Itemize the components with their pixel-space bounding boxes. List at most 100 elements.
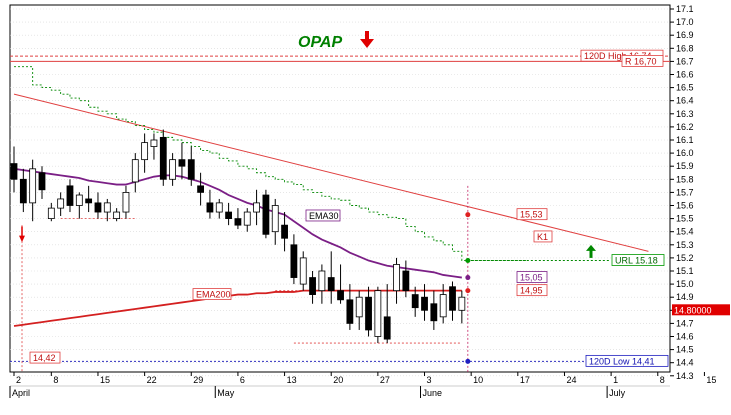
y-tick-label: 15.4 — [676, 227, 694, 237]
x-tick-label: 27 — [380, 375, 390, 385]
month-label: May — [217, 388, 235, 398]
y-tick-label: 16.8 — [676, 43, 694, 53]
candle-body — [337, 290, 344, 301]
trendline-value-label-box — [516, 208, 548, 221]
low-marker-label-box — [29, 351, 61, 364]
y-tick-label: 16.4 — [676, 96, 694, 106]
y-tick-label: 15.9 — [676, 161, 694, 171]
x-tick-label: 17 — [520, 375, 530, 385]
ema200-value-label: 14,95 — [520, 286, 543, 296]
candle-body — [290, 244, 298, 278]
x-tick-label: 8 — [660, 375, 665, 385]
x-tick-label: 24 — [566, 375, 576, 385]
candle-body — [66, 185, 74, 206]
y-tick-label: 14.9 — [676, 292, 694, 302]
breakout-arrow-up-icon — [586, 244, 596, 251]
candle-body — [159, 136, 167, 180]
trendline-value-label: 15,53 — [520, 210, 543, 220]
candle-body — [85, 198, 93, 204]
candle-body — [206, 202, 214, 213]
candle-body — [94, 202, 102, 213]
candle-body — [309, 277, 316, 295]
y-tick-label: 14.7 — [676, 318, 694, 328]
y-tick-label: 15.5 — [676, 214, 694, 224]
low-120d-label-box — [585, 354, 669, 367]
candle-body — [421, 296, 428, 311]
candle-body — [19, 178, 27, 204]
trendline-name-label: K1 — [537, 232, 548, 242]
low-marker-label: 14,42 — [33, 353, 56, 363]
x-tick-label: 2 — [16, 375, 21, 385]
candles — [10, 129, 466, 344]
y-tick-label: 16.6 — [676, 70, 694, 80]
ema30-line — [13, 167, 462, 279]
current-price-label: 14.80000 — [674, 305, 712, 315]
x-tick-label: 8 — [53, 375, 58, 385]
y-tick-label: 14.5 — [676, 345, 694, 355]
y-tick-label: 15.2 — [676, 253, 694, 263]
candle-body — [346, 299, 354, 324]
candle-body — [374, 290, 382, 337]
candle-body — [271, 205, 279, 233]
ema30-dot — [465, 275, 471, 281]
signal-arrow-down-icon — [360, 31, 374, 48]
breakout-arrow-up-icon — [589, 249, 593, 258]
y-tick-label: 16.2 — [676, 122, 694, 132]
x-tick-label: 15 — [100, 375, 110, 385]
candle-body — [430, 303, 438, 322]
candle-body — [253, 202, 260, 213]
high-120d-label: 120D High 16,74 — [584, 51, 652, 61]
x-tick-label: 22 — [147, 375, 157, 385]
low-120d-label: 120D Low 14,41 — [589, 356, 655, 366]
candle-body — [402, 270, 410, 292]
plot-background — [9, 4, 671, 373]
markers — [19, 212, 610, 364]
y-tick-label: 15.3 — [676, 240, 694, 250]
candle-body — [439, 294, 447, 318]
candle-body — [365, 296, 372, 331]
y-tick-label: 16.7 — [676, 56, 694, 66]
candle-body — [393, 264, 400, 292]
ema200-value-label-box — [516, 284, 548, 297]
y-tick-label: 15.8 — [676, 174, 694, 184]
trendline-k1 — [13, 93, 649, 252]
candle-body — [225, 211, 232, 220]
candle-body — [178, 159, 186, 167]
ema200-label: EMA200 — [196, 290, 231, 300]
candle-body — [10, 163, 18, 180]
low-dot — [465, 358, 471, 364]
y-tick-label: 15.1 — [676, 266, 694, 276]
candle-body — [383, 316, 391, 340]
url-label: URL 15.18 — [615, 256, 658, 266]
candle-body — [458, 296, 466, 311]
ema30-value-label: 15,05 — [520, 273, 543, 283]
ema30-label: EMA30 — [309, 211, 339, 221]
current-price-box — [672, 304, 730, 316]
candle-body — [187, 159, 195, 180]
x-tick-label: 10 — [473, 375, 483, 385]
x-tick-label: 3 — [427, 375, 432, 385]
y-tick-label: 17.1 — [676, 4, 694, 14]
x-tick-label: 29 — [193, 375, 203, 385]
candle-body — [150, 139, 158, 147]
candle-body — [355, 296, 363, 318]
candle-body — [57, 198, 65, 209]
resistance-label: R 16,70 — [625, 56, 657, 66]
candle-body — [122, 191, 130, 213]
y-tick-label: 15.6 — [676, 201, 694, 211]
candle-body — [141, 142, 149, 161]
candle-body — [197, 185, 205, 193]
x-tick-label: 13 — [287, 375, 297, 385]
url-label-box — [611, 254, 665, 266]
candle-body — [103, 202, 111, 213]
signal-arrow-small-icon — [19, 235, 25, 243]
candle-body — [234, 218, 242, 226]
candle-body — [411, 294, 419, 309]
candle-body — [262, 194, 270, 235]
annotation-labels: 120D High 16,74R 16,70 120D Low 14,41 14,4… — [29, 49, 730, 367]
month-label: June — [423, 388, 443, 398]
y-tick-label: 15.7 — [676, 187, 694, 197]
x-tick-label: 1 — [613, 375, 618, 385]
ema200-label-box — [192, 288, 232, 300]
chart-title: OPAP — [298, 34, 342, 51]
